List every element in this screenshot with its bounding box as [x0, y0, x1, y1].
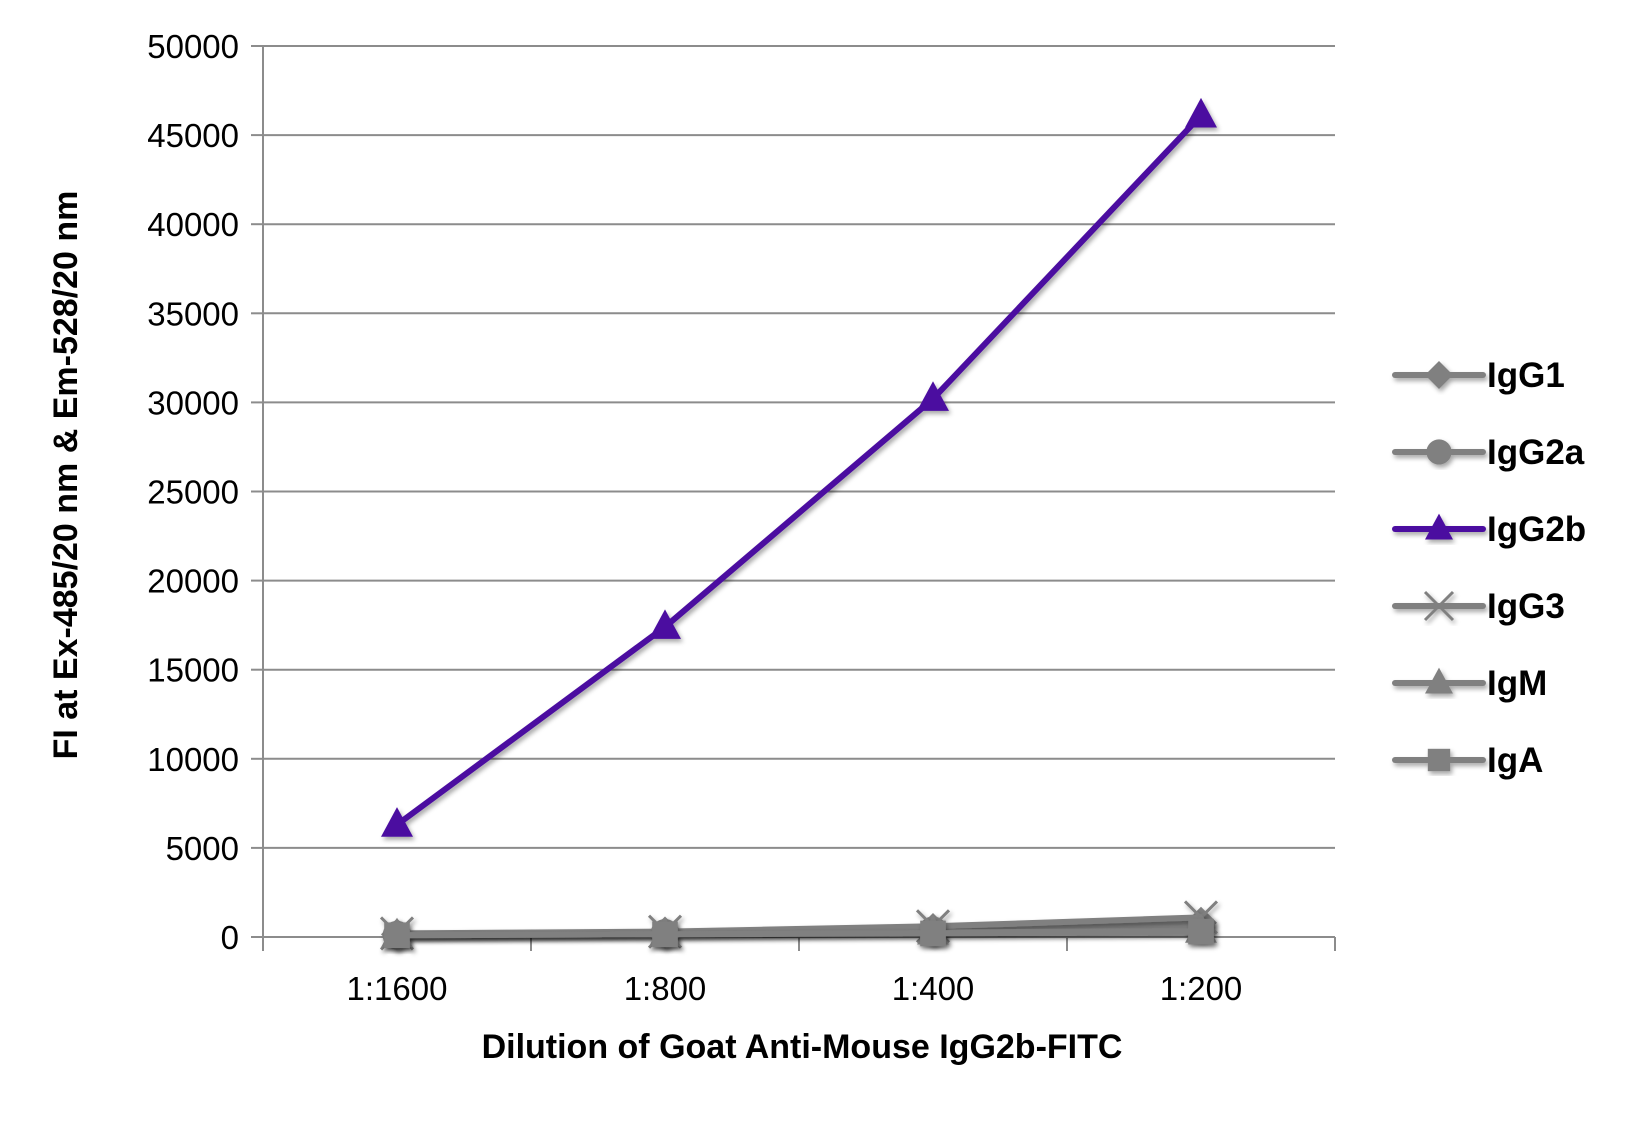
y-tick-label: 40000 — [147, 206, 239, 243]
legend-label-igg1: IgG1 — [1487, 356, 1565, 395]
x-tick-label: 1:200 — [1160, 970, 1243, 1007]
legend-label-igg2a: IgG2a — [1487, 433, 1585, 472]
series-line-iga — [394, 928, 1204, 939]
x-axis-title: Dilution of Goat Anti-Mouse IgG2b-FITC — [482, 1028, 1123, 1066]
y-tick-label: 10000 — [147, 741, 239, 778]
y-tick-label: 30000 — [147, 384, 239, 421]
legend-label-igg3: IgG3 — [1487, 587, 1565, 626]
data-point-igg2b — [917, 381, 949, 411]
legend-marker-igg2b — [1425, 513, 1453, 540]
data-point-iga — [652, 921, 678, 948]
gridlines — [251, 45, 1335, 938]
series-iga — [384, 918, 1214, 949]
data-point-iga — [920, 920, 946, 947]
legend-marker-iga — [1427, 748, 1451, 772]
legend-item-igg2a — [1392, 439, 1486, 465]
legend-marker-igm — [1425, 667, 1453, 694]
y-tick-label: 50000 — [147, 28, 239, 65]
x-tick-labels: 1:1600 1:800 1:400 1:200 — [347, 970, 1243, 1007]
x-tick-label: 1:400 — [892, 970, 975, 1007]
y-tick-labels: 0 5000 10000 15000 20000 25000 30000 35000 40000… — [147, 28, 239, 956]
series-group — [379, 97, 1219, 951]
data-point-igg2b — [381, 807, 413, 837]
y-axis-title: FI at Ex-485/20 nm & Em-528/20 nm — [47, 191, 85, 760]
y-tick-label: 45000 — [147, 117, 239, 154]
series-line-igg2b — [394, 112, 1204, 828]
legend-marker-igg3 — [1423, 590, 1455, 622]
y-tick-label: 20000 — [147, 563, 239, 600]
legend-label-iga: IgA — [1487, 741, 1543, 780]
data-point-igg2b — [649, 609, 681, 639]
y-tick-label: 15000 — [147, 652, 239, 689]
legend-item-igg3 — [1392, 590, 1486, 622]
y-tick-label: 25000 — [147, 474, 239, 511]
y-tick-label: 5000 — [166, 830, 239, 867]
legend-marker-igg1 — [1425, 361, 1453, 389]
axes — [262, 46, 1336, 951]
x-tick-label: 1:800 — [624, 970, 707, 1007]
legend: IgG1 IgG2a IgG2b IgG3 IgM IgA — [1392, 356, 1586, 780]
legend-marker-igg2a — [1426, 439, 1452, 465]
data-point-igg2b — [1185, 97, 1217, 128]
x-tick-label: 1:1600 — [347, 970, 448, 1007]
y-tick-label: 0 — [221, 919, 239, 956]
legend-item-igm — [1392, 667, 1486, 694]
legend-item-iga — [1392, 748, 1486, 772]
legend-label-igg2b: IgG2b — [1487, 510, 1586, 549]
y-tick-label: 35000 — [147, 295, 239, 332]
series-igg2b — [381, 97, 1217, 837]
legend-item-igg1 — [1392, 361, 1486, 389]
legend-label-igm: IgM — [1487, 664, 1547, 703]
data-point-iga — [384, 922, 410, 949]
data-point-iga — [1188, 918, 1214, 945]
legend-item-igg2b — [1392, 513, 1486, 540]
x-marker-stroke — [1423, 590, 1455, 622]
